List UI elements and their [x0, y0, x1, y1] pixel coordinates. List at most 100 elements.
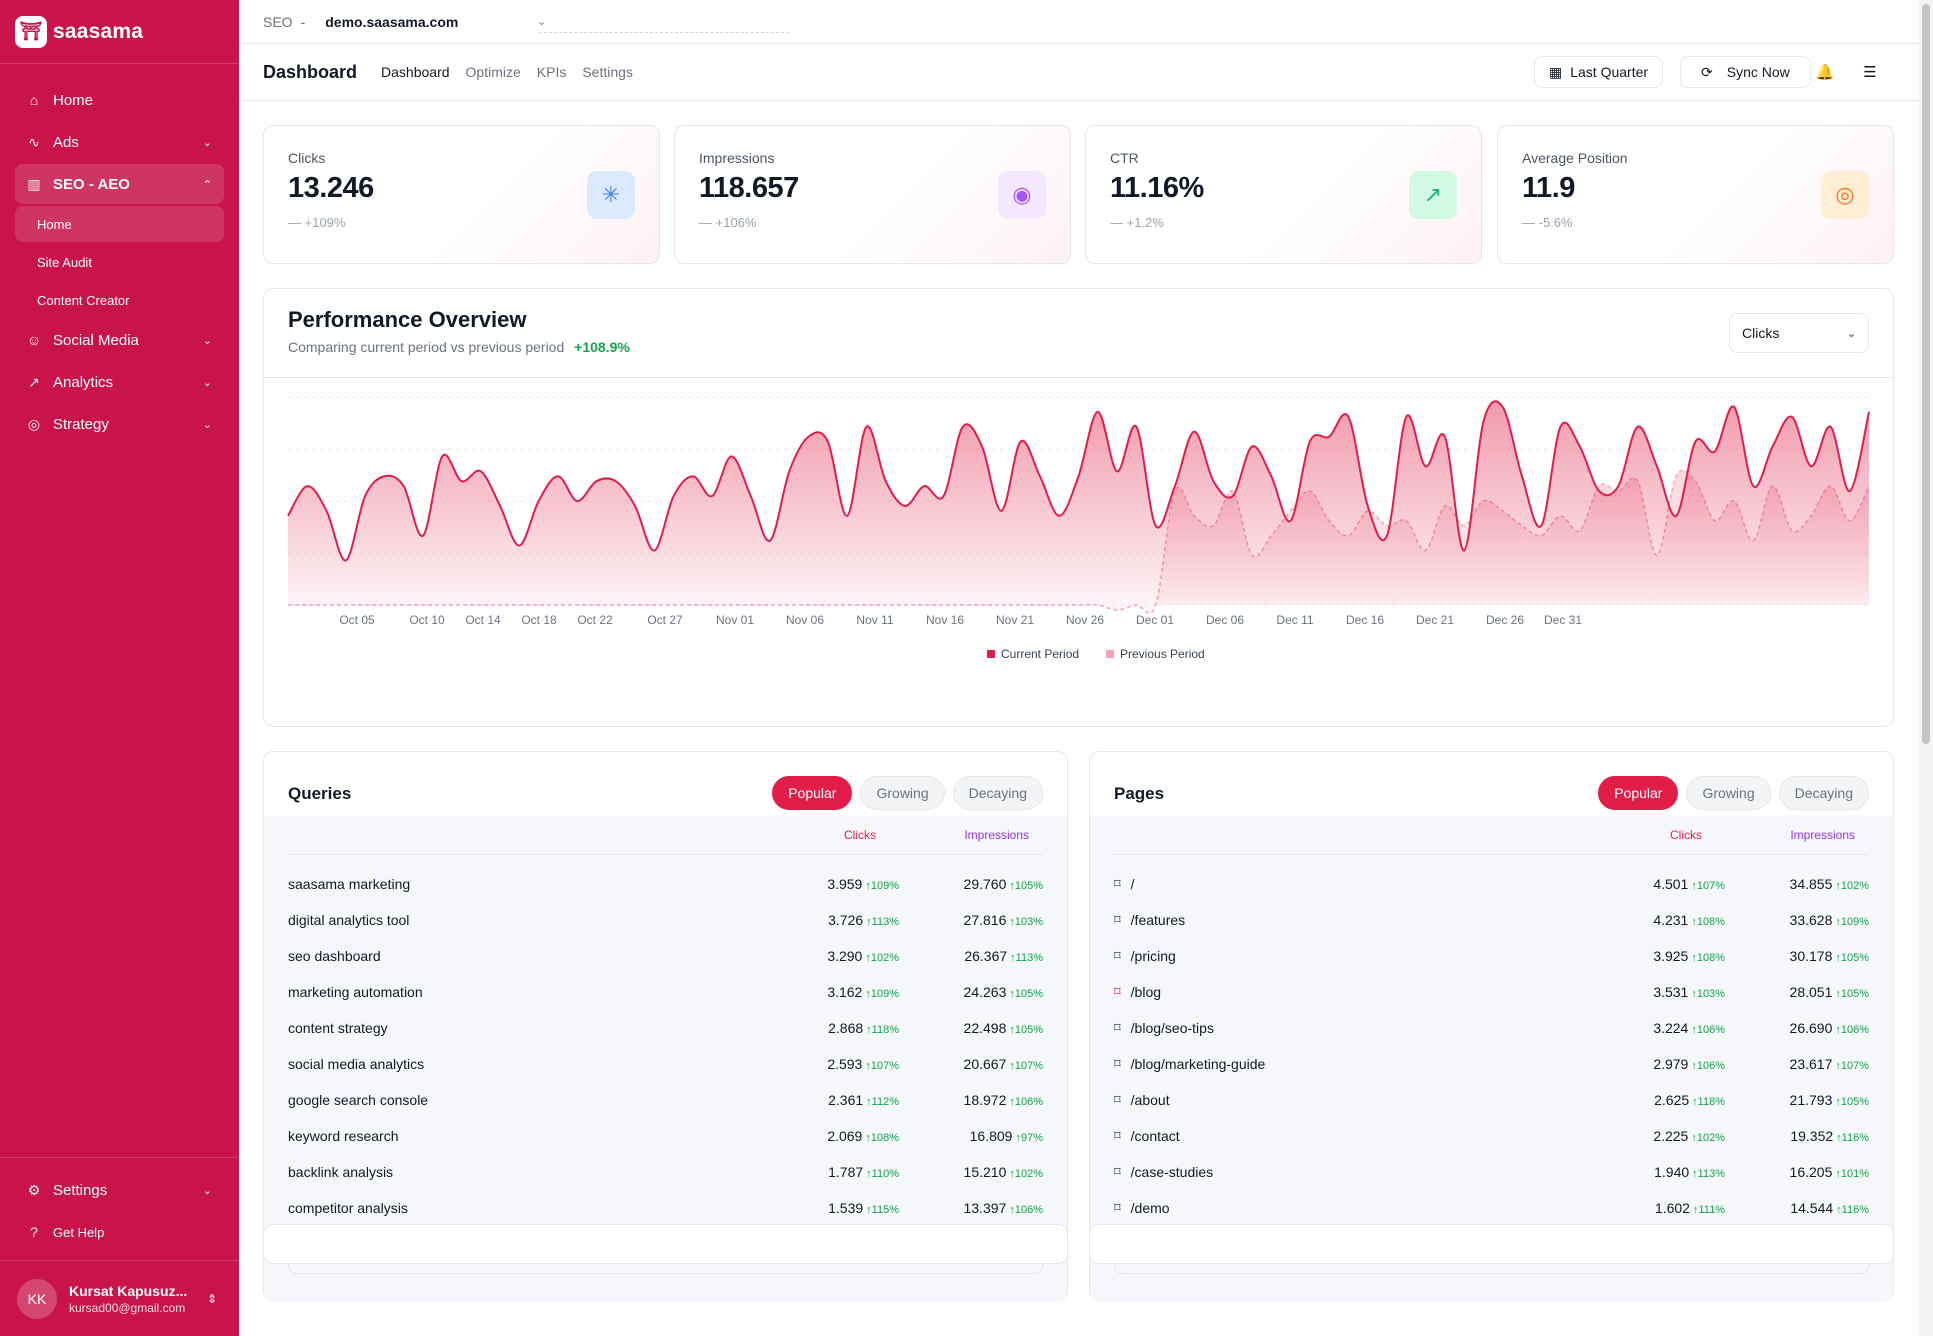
table-row[interactable]: ⌑/blog/seo-tips 3.224 ↑106% 26.690 ↑106% [1114, 1010, 1869, 1046]
sidebar-item-ads[interactable]: ∿ Ads ⌄ [15, 122, 224, 162]
impressions-change: ↑116% [1836, 1132, 1869, 1144]
scrollbar-thumb[interactable] [1922, 4, 1930, 744]
impressions-change: ↑107% [1835, 1060, 1869, 1072]
x-tick-label: Oct 22 [577, 613, 613, 627]
table-row[interactable]: ⌑ /pricing 3.925 ↑108% 30.178 ↑105% [1114, 938, 1869, 974]
row-clicks: 3.224 ↑106% [1653, 1020, 1725, 1036]
impressions-value: 16.809 [969, 1128, 1013, 1144]
impressions-value: 23.617 [1789, 1056, 1833, 1072]
sidebar-item-social-media[interactable]: ☺ Social Media ⌄ [15, 320, 224, 360]
table-row[interactable]: saasama marketing 3.959 ↑109% 29.760 ↑105% [288, 866, 1043, 902]
table-row[interactable]: ⌑ / 4.501 ↑107% 34.855 ↑102% [1114, 866, 1869, 902]
table-row[interactable]: content strategy 2.868 ↑118% 22.498 ↑105% [288, 1010, 1043, 1046]
table-row[interactable]: ⌑ /case-studies 1.940 ↑113% 16.205 ↑101% [1114, 1154, 1869, 1190]
clicks-change: ↑107% [1691, 880, 1725, 892]
row-impressions: 16.809 ↑97% [970, 1128, 1043, 1144]
tab-kpis[interactable]: KPIs [536, 64, 567, 80]
date-range-button[interactable]: ▦ Last Quarter [1534, 56, 1664, 88]
row-clicks: 3.290 ↑102% [827, 948, 899, 964]
table-row[interactable]: ⌑/blog/marketing-guide 2.979 ↑106% 23.617 ↑1… [1114, 1046, 1869, 1082]
pages-filter-group: Popular Growing Decaying [1590, 776, 1869, 810]
table-row[interactable]: ⌑ /contact 2.225 ↑102% 19.352 ↑116% [1114, 1118, 1869, 1154]
clicks-value: 2.979 [1653, 1056, 1689, 1072]
clicks-change: ↑107% [865, 1060, 899, 1072]
stat-card-clicks: Clicks 13.246 — +109% ✳ [263, 125, 660, 264]
pages-filter-popular[interactable]: Popular [1598, 776, 1679, 810]
impressions-value: 20.667 [963, 1056, 1007, 1072]
sidebar-subitem-content-creator[interactable]: Content Creator [37, 292, 130, 308]
help-circle-icon: ? [30, 1224, 38, 1240]
metric-select[interactable]: Clicks ⌄ [1729, 313, 1869, 353]
queries-filter-popular[interactable]: Popular [772, 776, 853, 810]
row-clicks: 3.726 ↑113% [828, 912, 899, 928]
pages-filter-growing[interactable]: Growing [1686, 776, 1771, 810]
bell-icon[interactable]: 🔔 [1815, 64, 1835, 81]
table-row[interactable]: seo dashboard 3.290 ↑102% 26.367 ↑113% [288, 938, 1043, 974]
row-impressions: 14.544 ↑116% [1790, 1200, 1869, 1216]
row-clicks: 1.539 ↑115% [828, 1200, 899, 1216]
table-row[interactable]: marketing automation 3.162 ↑109% 24.263 ↑105… [288, 974, 1043, 1010]
row-clicks: 1.602 ↑111% [1655, 1200, 1725, 1216]
impressions-change: ↑107% [1009, 1060, 1043, 1072]
sidebar-item-get-help[interactable]: ? Get Help [15, 1212, 224, 1252]
sidebar-item-strategy[interactable]: ◎ Strategy ⌄ [15, 404, 224, 444]
table-row[interactable]: social media analytics 2.593 ↑107% 20.667 ↑1… [288, 1046, 1043, 1082]
stat-card-impressions: Impressions 118.657 — +106% ◉ [674, 125, 1071, 264]
table-row[interactable]: digital analytics tool 3.726 ↑113% 27.816 ↑1… [288, 902, 1043, 938]
sync-now-button[interactable]: ⟳ Sync Now [1680, 56, 1811, 88]
tab-settings[interactable]: Settings [582, 64, 633, 80]
clicks-change: ↑108% [1691, 916, 1725, 928]
sidebar-item-home[interactable]: ⌂ Home [15, 80, 224, 120]
queries-title: Queries [288, 784, 352, 803]
tab-optimize[interactable]: Optimize [465, 64, 521, 80]
table-row[interactable]: ⌑ /about 2.625 ↑118% 21.793 ↑105% [1114, 1082, 1869, 1118]
impressions-change: ↑109% [1835, 916, 1869, 928]
bookmark-icon: ⌑ [1114, 984, 1121, 999]
chevron-down-icon[interactable]: ⌄ [537, 16, 547, 28]
table-row[interactable]: backlink analysis 1.787 ↑110% 15.210 ↑102% [288, 1154, 1043, 1190]
stat-value: 11.16% [1110, 172, 1204, 204]
x-tick-label: Nov 01 [716, 613, 754, 627]
row-impressions: 20.667 ↑107% [964, 1056, 1043, 1072]
impressions-value: 22.498 [963, 1020, 1007, 1036]
user-menu[interactable]: KK Kursat Kapusuz... kursad00@gmail.com … [0, 1260, 239, 1336]
metric-select-value: Clicks [1742, 325, 1780, 341]
table-row[interactable]: google search console 2.361 ↑112% 18.972 ↑10… [288, 1082, 1043, 1118]
divider [288, 854, 1043, 855]
site-selector[interactable]: demo.saasama.com [325, 13, 459, 30]
table-row[interactable]: ⌑ /blog 3.531 ↑103% 28.051 ↑105% [1114, 974, 1869, 1010]
pages-filter-decaying[interactable]: Decaying [1778, 776, 1869, 810]
tab-dashboard[interactable]: Dashboard [381, 64, 450, 80]
menu-icon[interactable]: ☰ [1863, 64, 1877, 81]
row-clicks: 3.925 ↑108% [1653, 948, 1725, 964]
table-row[interactable]: keyword research 2.069 ↑108% 16.809 ↑97% [288, 1118, 1043, 1154]
sidebar-subitem-site-audit[interactable]: Site Audit [37, 254, 92, 270]
impressions-value: 21.793 [1789, 1092, 1833, 1108]
chevron-down-icon: ⌄ [202, 418, 212, 431]
user-email: kursad00@gmail.com [69, 1300, 186, 1315]
sidebar-item-seo-aeo[interactable]: ▥ SEO - AEO ⌃ [15, 164, 224, 204]
x-tick-label: Dec 31 [1544, 613, 1582, 627]
stat-delta-value: +1.2% [1126, 215, 1164, 230]
table-row[interactable]: ⌑ /demo 1.602 ↑111% 14.544 ↑116% [1114, 1190, 1869, 1226]
queries-filter-decaying[interactable]: Decaying [952, 776, 1043, 810]
impressions-change: ↑113% [1010, 952, 1043, 964]
stat-label: Clicks [288, 150, 326, 166]
queries-filter-growing[interactable]: Growing [860, 776, 945, 810]
sidebar-item-settings[interactable]: ⚙ Settings ⌄ [15, 1170, 224, 1210]
x-tick-label: Oct 14 [465, 613, 501, 627]
table-row[interactable]: ⌑ /features 4.231 ↑108% 33.628 ↑109% [1114, 902, 1869, 938]
table-row[interactable]: competitor analysis 1.539 ↑115% 13.397 ↑106% [288, 1190, 1043, 1226]
scrollbar[interactable] [1919, 0, 1933, 1336]
impressions-value: 26.367 [964, 948, 1008, 964]
row-impressions: 26.690 ↑106% [1790, 1020, 1869, 1036]
brand[interactable]: ⛩ saasama [0, 0, 239, 64]
sidebar-subitem-home[interactable]: Home [15, 206, 224, 242]
sidebar-item-label: Strategy [53, 415, 109, 433]
sidebar-item-analytics[interactable]: ↗ Analytics ⌄ [15, 362, 224, 402]
row-name: social media analytics [288, 1056, 425, 1072]
clicks-value: 2.625 [1654, 1092, 1690, 1108]
pages-title: Pages [1114, 784, 1165, 803]
impressions-change: ↑105% [1835, 1096, 1869, 1108]
x-tick-label: Oct 18 [521, 613, 557, 627]
